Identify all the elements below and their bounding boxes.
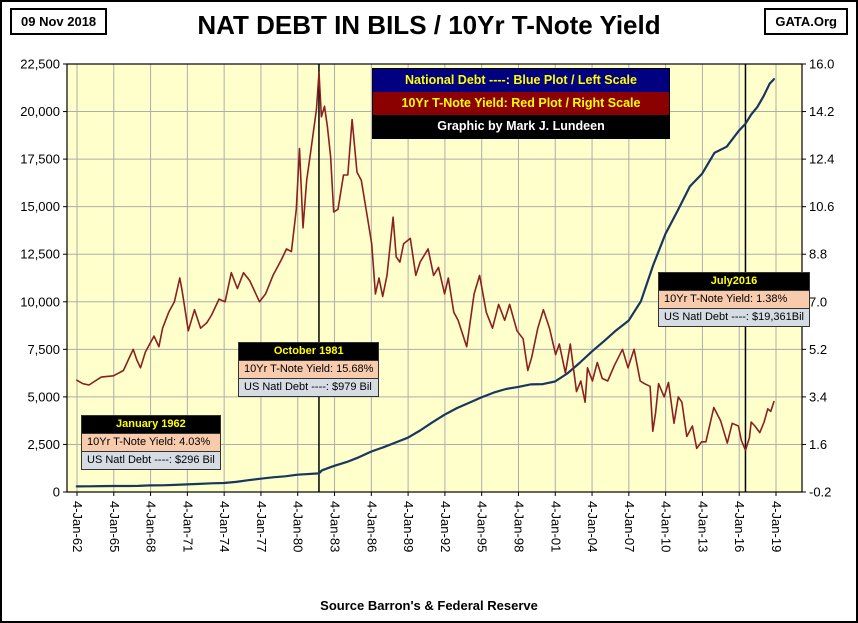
page-title: NAT DEBT IN BILS / 10Yr T-Note Yield <box>197 10 661 40</box>
x-axis-label: 4-Jan-80 <box>291 501 306 552</box>
x-axis-label: 4-Jan-04 <box>585 501 600 552</box>
annotation-yield-value: 10Yr T-Note Yield: 4.03% <box>81 434 221 452</box>
x-axis-label: 4-Jan-65 <box>107 501 122 552</box>
left-axis-label: 10,000 <box>20 294 60 309</box>
left-axis-label: 5,000 <box>27 389 60 404</box>
right-axis-label: 7.0 <box>809 294 827 309</box>
left-axis-label: 12,500 <box>20 247 60 262</box>
x-axis-label: 4-Jan-98 <box>511 501 526 552</box>
left-axis-label: 7,500 <box>27 342 60 357</box>
right-axis-label: 12.4 <box>809 152 834 167</box>
annotation-title: October 1981 <box>238 342 380 361</box>
x-axis-label: 4-Jan-95 <box>475 501 490 552</box>
annotation-july-2016: July2016 10Yr T-Note Yield: 1.38% US Nat… <box>658 272 810 327</box>
annotation-yield-value: 10Yr T-Note Yield: 1.38% <box>658 291 810 309</box>
series-tnote-yield <box>76 71 775 452</box>
annotation-yield-value: 10Yr T-Note Yield: 15.68% <box>238 361 380 379</box>
left-axis-label: 22,500 <box>20 57 60 72</box>
gata-org-stamp: GATA.Org <box>764 8 848 35</box>
right-axis-label: 5.2 <box>809 342 827 357</box>
date-box: 09 Nov 2018 <box>10 8 108 35</box>
x-axis-label: 4-Jan-77 <box>254 501 269 552</box>
right-axis-label: 14.2 <box>809 104 834 119</box>
left-axis-label: 15,000 <box>20 199 60 214</box>
x-axis-label: 4-Jan-74 <box>217 501 232 552</box>
annotation-debt-value: US Natl Debt ----: $296 Bil <box>81 452 221 470</box>
legend: National Debt ----: Blue Plot / Left Sca… <box>372 68 670 139</box>
series-national-debt <box>75 78 776 488</box>
left-axis-label: 17,500 <box>20 152 60 167</box>
annotation-title: January 1962 <box>81 415 221 434</box>
x-axis-label: 4-Jan-62 <box>70 501 85 552</box>
left-axis-label: 2,500 <box>27 437 60 452</box>
annotation-january-1962: January 1962 10Yr T-Note Yield: 4.03% US… <box>81 415 221 470</box>
annotation-title: July2016 <box>658 272 810 291</box>
right-axis-label: 3.4 <box>809 389 827 404</box>
x-axis-label: 4-Jan-10 <box>659 501 674 552</box>
right-axis-label: 1.6 <box>809 437 827 452</box>
right-axis-label: 16.0 <box>809 57 834 72</box>
x-axis-label: 4-Jan-19 <box>769 501 784 552</box>
left-axis-label: 20,000 <box>20 104 60 119</box>
x-axis-label: 4-Jan-07 <box>622 501 637 552</box>
right-axis-label: -0.2 <box>809 485 831 500</box>
x-axis-label: 4-Jan-71 <box>180 501 195 552</box>
annotation-debt-value: US Natl Debt ----: $979 Bil <box>238 379 380 397</box>
annotation-debt-value: US Natl Debt ----: $19,361Bil <box>658 309 810 327</box>
x-axis-label: 4-Jan-92 <box>438 501 453 552</box>
legend-tnote-yield: 10Yr T-Note Yield: Red Plot / Right Scal… <box>373 92 669 115</box>
x-axis-label: 4-Jan-13 <box>695 501 710 552</box>
x-axis-label: 4-Jan-89 <box>401 501 416 552</box>
source-caption: Source Barron's & Federal Reserve <box>320 598 538 613</box>
x-axis-label: 4-Jan-86 <box>364 501 379 552</box>
annotation-october-1981: October 1981 10Yr T-Note Yield: 15.68% U… <box>238 342 380 397</box>
legend-national-debt: National Debt ----: Blue Plot / Left Sca… <box>373 69 669 92</box>
right-axis-label: 10.6 <box>809 199 834 214</box>
x-axis-label: 4-Jan-68 <box>144 501 159 552</box>
right-axis-label: 8.8 <box>809 247 827 262</box>
x-axis-label: 4-Jan-83 <box>328 501 343 552</box>
x-axis-label: 4-Jan-16 <box>732 501 747 552</box>
x-axis-label: 4-Jan-01 <box>548 501 563 552</box>
left-axis-label: 0 <box>53 485 60 500</box>
legend-credit: Graphic by Mark J. Lundeen <box>373 115 669 138</box>
